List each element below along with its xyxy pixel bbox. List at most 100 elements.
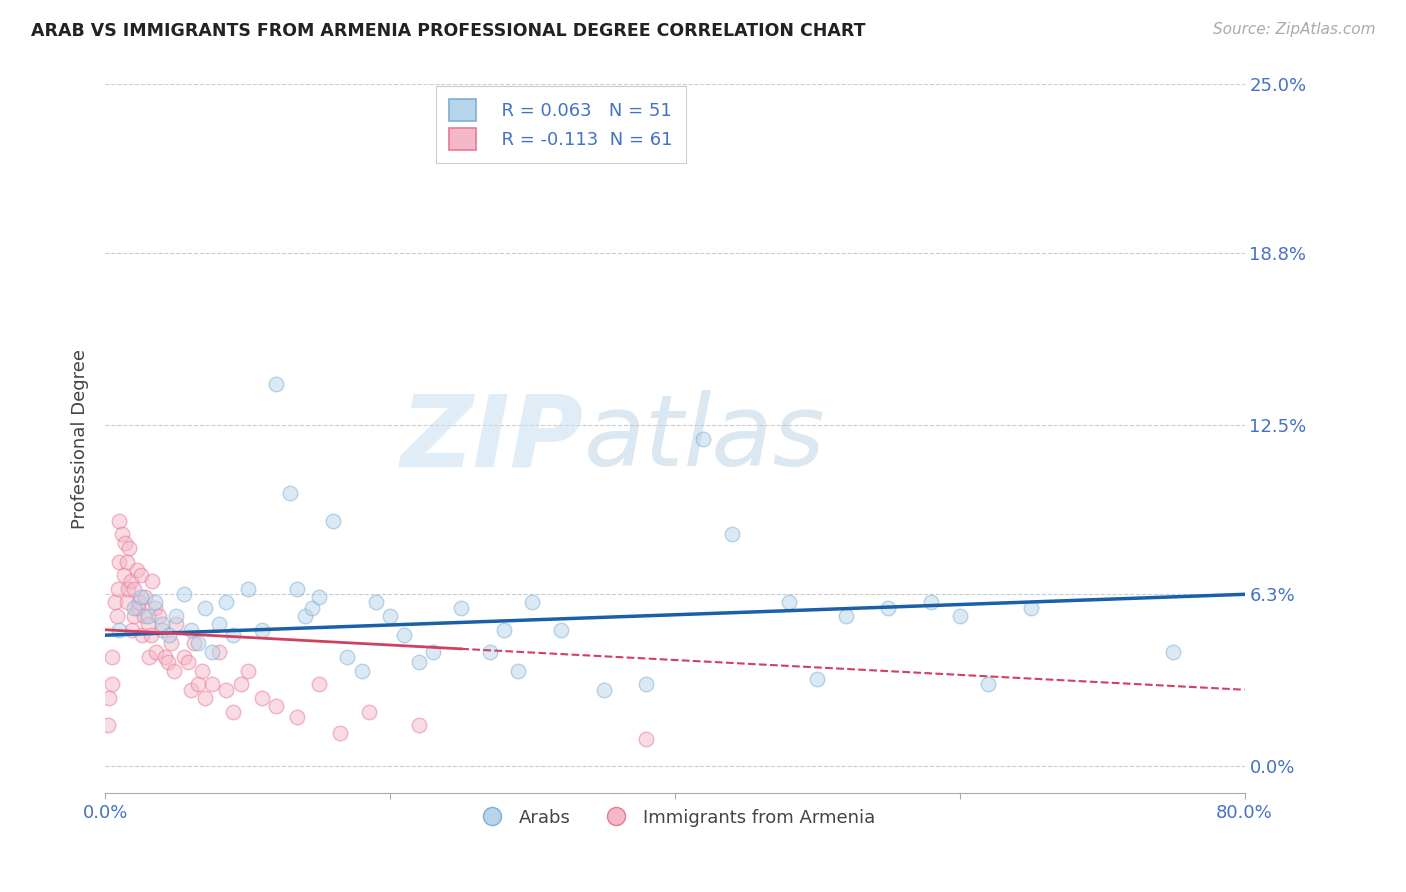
Point	[97, 718, 120, 732]
Point	[201, 677, 224, 691]
Point	[287, 710, 309, 724]
Point	[101, 650, 124, 665]
Text: Source: ZipAtlas.com: Source: ZipAtlas.com	[1212, 22, 1375, 37]
Point	[127, 601, 149, 615]
Point	[222, 628, 245, 642]
Point	[920, 595, 942, 609]
Point	[121, 623, 143, 637]
Point	[120, 574, 142, 588]
Point	[215, 682, 238, 697]
Point	[117, 582, 139, 596]
Point	[114, 535, 136, 549]
Point	[378, 609, 401, 624]
Point	[98, 690, 121, 705]
Point	[105, 609, 128, 624]
Point	[173, 650, 195, 665]
Point	[132, 609, 155, 624]
Point	[636, 731, 658, 746]
Point	[1163, 644, 1185, 658]
Point	[394, 628, 416, 642]
Point	[143, 595, 166, 609]
Point	[194, 690, 217, 705]
Point	[107, 582, 129, 596]
Point	[143, 601, 166, 615]
Point	[357, 705, 380, 719]
Point	[478, 644, 501, 658]
Point	[201, 644, 224, 658]
Point	[508, 664, 530, 678]
Point	[308, 590, 330, 604]
Point	[250, 690, 273, 705]
Legend: Arabs, Immigrants from Armenia: Arabs, Immigrants from Armenia	[467, 802, 883, 834]
Point	[336, 650, 359, 665]
Point	[187, 677, 209, 691]
Point	[208, 617, 231, 632]
Point	[153, 650, 176, 665]
Point	[450, 601, 472, 615]
Point	[139, 628, 162, 642]
Point	[422, 644, 444, 658]
Point	[280, 486, 302, 500]
Point	[877, 601, 900, 615]
Point	[180, 682, 202, 697]
Point	[692, 432, 714, 446]
Point	[835, 609, 858, 624]
Point	[136, 617, 159, 632]
Point	[108, 555, 131, 569]
Point	[287, 582, 309, 596]
Point	[183, 636, 205, 650]
Point	[229, 677, 252, 691]
Point	[112, 568, 135, 582]
Point	[157, 628, 180, 642]
Point	[150, 623, 173, 637]
Point	[165, 609, 187, 624]
Point	[134, 590, 156, 604]
Point	[350, 664, 373, 678]
Point	[131, 628, 153, 642]
Point	[125, 563, 148, 577]
Point	[408, 718, 430, 732]
Point	[806, 672, 828, 686]
Point	[148, 609, 170, 624]
Point	[322, 514, 344, 528]
Point	[129, 590, 152, 604]
Point	[294, 609, 316, 624]
Point	[150, 617, 173, 632]
Point	[550, 623, 572, 637]
Point	[118, 541, 141, 555]
Point	[721, 527, 744, 541]
Point	[236, 582, 259, 596]
Point	[122, 582, 145, 596]
Point	[308, 677, 330, 691]
Point	[115, 555, 138, 569]
Point	[173, 587, 195, 601]
Point	[115, 595, 138, 609]
Point	[177, 656, 200, 670]
Point	[138, 650, 160, 665]
Point	[1019, 601, 1042, 615]
Point	[301, 601, 323, 615]
Point	[949, 609, 972, 624]
Point	[408, 656, 430, 670]
Point	[264, 377, 287, 392]
Text: ARAB VS IMMIGRANTS FROM ARMENIA PROFESSIONAL DEGREE CORRELATION CHART: ARAB VS IMMIGRANTS FROM ARMENIA PROFESSI…	[31, 22, 866, 40]
Point	[108, 514, 131, 528]
Y-axis label: Professional Degree: Professional Degree	[72, 349, 89, 529]
Point	[194, 601, 217, 615]
Point	[236, 664, 259, 678]
Point	[264, 699, 287, 714]
Point	[977, 677, 1000, 691]
Text: ZIP: ZIP	[401, 391, 583, 487]
Point	[208, 644, 231, 658]
Point	[101, 677, 124, 691]
Point	[162, 664, 184, 678]
Point	[122, 609, 145, 624]
Point	[522, 595, 544, 609]
Point	[215, 595, 238, 609]
Point	[111, 527, 134, 541]
Point	[778, 595, 800, 609]
Point	[636, 677, 658, 691]
Point	[492, 623, 515, 637]
Point	[136, 609, 159, 624]
Point	[156, 656, 179, 670]
